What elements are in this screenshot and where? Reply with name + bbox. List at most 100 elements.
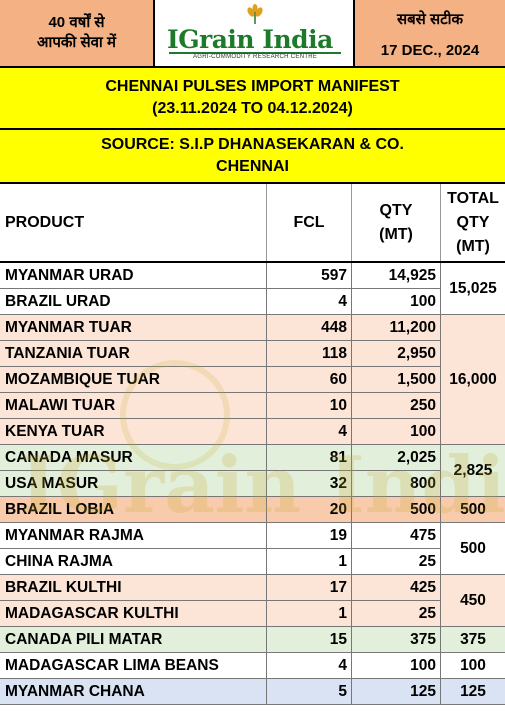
fcl-cell: 448 xyxy=(267,315,352,340)
source-line-2: CHENNAI xyxy=(216,158,289,175)
product-cell: BRAZIL URAD xyxy=(0,289,267,314)
total-qty-cell: 100 xyxy=(441,653,505,679)
qty-cell: 800 xyxy=(352,471,441,496)
report-date: 17 DEC., 2024 xyxy=(380,42,480,59)
tagline-line-2: आपकी सेवा में xyxy=(37,34,116,51)
qty-cell: 100 xyxy=(352,419,441,444)
logo: IGrain India AGRI-COMMODITY RESEARCH CEN… xyxy=(155,0,355,66)
logo-tagline: AGRI-COMMODITY RESEARCH CENTRE xyxy=(193,54,318,60)
qty-cell: 425 xyxy=(352,575,441,600)
fcl-cell: 81 xyxy=(267,445,352,470)
table-row: TANZANIA TUAR 118 2,950 xyxy=(0,341,505,367)
table-row: MALAWI TUAR 10 250 xyxy=(0,393,505,419)
fcl-cell: 17 xyxy=(267,575,352,600)
table-row: KENYA TUAR 4 100 xyxy=(0,419,505,445)
qty-cell: 475 xyxy=(352,523,441,548)
total-qty-cell: 500 xyxy=(441,523,505,575)
product-cell: CANADA PILI MATAR xyxy=(0,627,267,652)
table-row: MADAGASCAR LIMA BEANS 4 100 xyxy=(0,653,505,679)
product-cell: CHINA RAJMA xyxy=(0,549,267,574)
title-date-range: (23.11.2024 TO 04.12.2024) xyxy=(152,100,353,117)
fcl-cell: 32 xyxy=(267,471,352,496)
tagline-line-1: 40 वर्षों से xyxy=(48,14,105,31)
product-cell: MYANMAR RAJMA xyxy=(0,523,267,548)
table-row: BRAZIL LOBIA 20 500 xyxy=(0,497,505,523)
product-cell: CANADA MASUR xyxy=(0,445,267,470)
fcl-cell: 60 xyxy=(267,367,352,392)
qty-cell: 250 xyxy=(352,393,441,418)
qty-cell: 125 xyxy=(352,679,441,704)
qty-cell: 14,925 xyxy=(352,263,441,288)
column-header-fcl: FCL xyxy=(267,184,352,261)
total-qty-cell: 16,000 xyxy=(441,315,505,445)
column-header-total-qty: TOTAL QTY (MT) xyxy=(447,189,499,255)
table-row: BRAZIL URAD 4 100 xyxy=(0,289,505,315)
total-qty-cell: 375 xyxy=(441,627,505,653)
product-cell: MOZAMBIQUE TUAR xyxy=(0,367,267,392)
fcl-cell: 5 xyxy=(267,679,352,704)
table-row: CANADA PILI MATAR 15 375 xyxy=(0,627,505,653)
qty-cell: 25 xyxy=(352,601,441,626)
qty-cell: 25 xyxy=(352,549,441,574)
grain-icon xyxy=(247,4,263,24)
qty-cell: 100 xyxy=(352,653,441,678)
table-header: PRODUCT FCL QTY (MT) TOTAL QTY (MT) xyxy=(0,184,505,263)
table-row: USA MASUR 32 800 xyxy=(0,471,505,497)
qty-cell: 1,500 xyxy=(352,367,441,392)
table-row: MYANMAR URAD 597 14,925 xyxy=(0,263,505,289)
qty-cell: 375 xyxy=(352,627,441,652)
product-cell: MYANMAR URAD xyxy=(0,263,267,288)
table-row: MYANMAR CHANA 5 125 xyxy=(0,679,505,705)
fcl-cell: 118 xyxy=(267,341,352,366)
total-qty-cell: 125 xyxy=(441,679,505,705)
product-cell: TANZANIA TUAR xyxy=(0,341,267,366)
fcl-cell: 597 xyxy=(267,263,352,288)
column-header-qty: QTY (MT) xyxy=(352,184,441,261)
table-row: MYANMAR RAJMA 19 475 xyxy=(0,523,505,549)
fcl-cell: 20 xyxy=(267,497,352,522)
qty-cell: 2,950 xyxy=(352,341,441,366)
product-cell: MADAGASCAR KULTHI xyxy=(0,601,267,626)
accuracy-tagline: सबसे सटीक xyxy=(396,11,464,28)
fcl-cell: 10 xyxy=(267,393,352,418)
logo-underline xyxy=(169,52,341,54)
total-qty-cell: 2,825 xyxy=(441,445,505,497)
fcl-cell: 4 xyxy=(267,289,352,314)
fcl-cell: 1 xyxy=(267,601,352,626)
header-right: सबसे सटीक 17 DEC., 2024 xyxy=(355,0,505,66)
fcl-cell: 19 xyxy=(267,523,352,548)
column-header-product: PRODUCT xyxy=(0,184,267,261)
qty-cell: 100 xyxy=(352,289,441,314)
total-qty-cell: 450 xyxy=(441,575,505,627)
product-cell: MADAGASCAR LIMA BEANS xyxy=(0,653,267,678)
table-row: CHINA RAJMA 1 25 xyxy=(0,549,505,575)
logo-text: IGrain India xyxy=(167,25,333,54)
header-tagline-left: 40 वर्षों से आपकी सेवा में xyxy=(0,0,155,66)
total-qty-cell: 15,025 xyxy=(441,263,505,315)
qty-cell: 2,025 xyxy=(352,445,441,470)
product-cell: MYANMAR CHANA xyxy=(0,679,267,704)
product-cell: MALAWI TUAR xyxy=(0,393,267,418)
table-row: CANADA MASUR 81 2,025 xyxy=(0,445,505,471)
total-qty-cell: 500 xyxy=(441,497,505,523)
product-cell: KENYA TUAR xyxy=(0,419,267,444)
fcl-cell: 15 xyxy=(267,627,352,652)
product-cell: BRAZIL LOBIA xyxy=(0,497,267,522)
report-source: SOURCE: S.I.P DHANASEKARAN & CO. CHENNAI xyxy=(0,130,505,184)
table-row: MYANMAR TUAR 448 11,200 xyxy=(0,315,505,341)
fcl-cell: 4 xyxy=(267,419,352,444)
product-cell: USA MASUR xyxy=(0,471,267,496)
source-line-1: SOURCE: S.I.P DHANASEKARAN & CO. xyxy=(101,136,404,153)
product-cell: MYANMAR TUAR xyxy=(0,315,267,340)
table-row: MADAGASCAR KULTHI 1 25 xyxy=(0,601,505,627)
report-title: CHENNAI PULSES IMPORT MANIFEST (23.11.20… xyxy=(0,68,505,130)
qty-cell: 500 xyxy=(352,497,441,522)
fcl-cell: 4 xyxy=(267,653,352,678)
table-row: BRAZIL KULTHI 17 425 xyxy=(0,575,505,601)
table-row: MOZAMBIQUE TUAR 60 1,500 xyxy=(0,367,505,393)
header: 40 वर्षों से आपकी सेवा में IGrain India … xyxy=(0,0,505,68)
qty-cell: 11,200 xyxy=(352,315,441,340)
product-cell: BRAZIL KULTHI xyxy=(0,575,267,600)
title-line-1: CHENNAI PULSES IMPORT MANIFEST xyxy=(105,78,400,95)
fcl-cell: 1 xyxy=(267,549,352,574)
